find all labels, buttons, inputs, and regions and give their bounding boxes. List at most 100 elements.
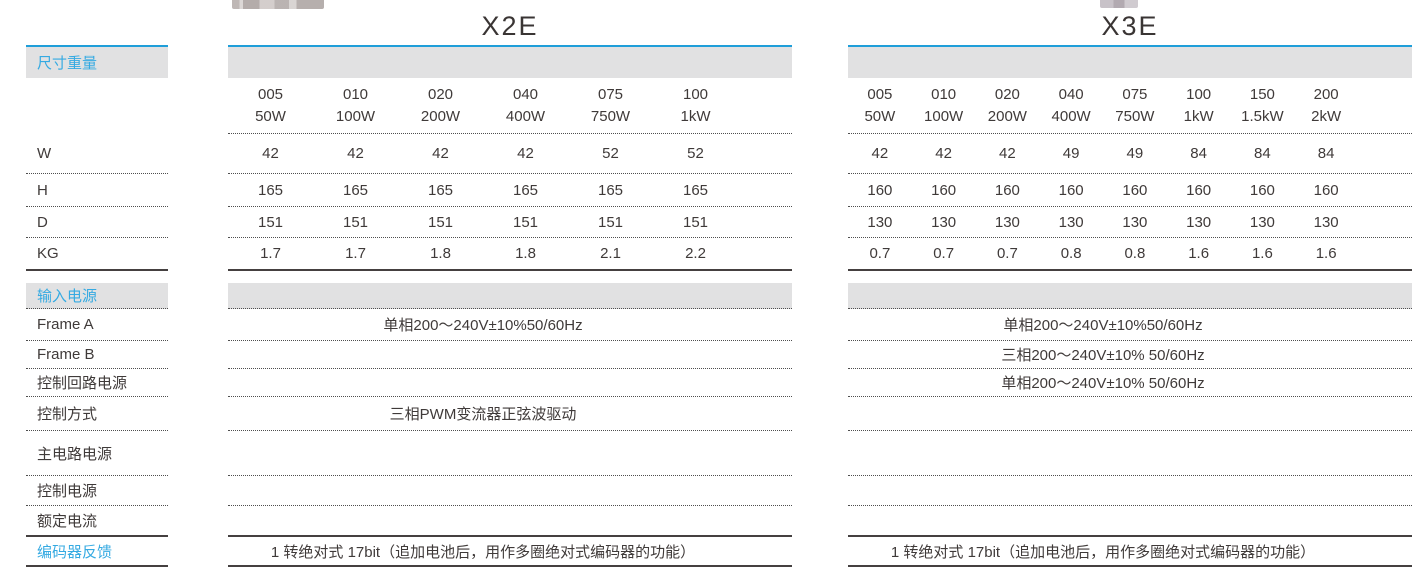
x3e-row-w: 42 42 42 49 49 84 84 84 (848, 134, 1412, 174)
model-code: 010 (931, 85, 957, 103)
value-cell: 165 (512, 181, 539, 199)
label-text: 主电路电源 (37, 445, 113, 463)
value-cell: 130 (994, 213, 1020, 231)
value-cell: 2.1 (600, 245, 621, 262)
model-power: 50W (864, 107, 896, 125)
spec-text: 单相200～240V±10%50/60Hz (1003, 317, 1203, 334)
model-power: 100W (924, 107, 964, 125)
spec-text: 1 转绝对式 17bit（追加电池后，用作多圈绝对式编码器的功能） (890, 543, 1316, 561)
value-cell: 130 (1249, 213, 1275, 231)
model-code: 005 (257, 85, 284, 103)
x2e-input-power-band (228, 283, 792, 309)
column-header: 040 400W (483, 84, 568, 128)
column-header: 010 100W (912, 84, 976, 128)
x3e-rated-current-value (848, 506, 1412, 537)
column-header: 150 1.5kW (1231, 84, 1295, 128)
spacer (26, 78, 168, 134)
model-code: 200 (1313, 85, 1339, 103)
label-text: 控制方式 (37, 406, 98, 423)
value-cell: 151 (342, 213, 369, 231)
x2e-column-headers: 005 50W 010 100W 020 200W 040 400W 075 750W 1… (228, 78, 792, 134)
value-cell: 42 (999, 145, 1016, 162)
row-label-rated-current: 额定电流 (26, 506, 168, 537)
x2e-main-circuit-power-value (228, 431, 792, 476)
value-cell: 84 (1317, 145, 1335, 162)
x3e-column-headers: 005 50W 010 100W 020 200W 040 400W 075 750W 1… (848, 78, 1412, 134)
x2e-row-h: 165 165 165 165 165 165 (228, 174, 792, 207)
model-power: 1kW (1183, 107, 1214, 125)
x2e-encoder-feedback-value: 1 转绝对式 17bit（追加电池后，用作多圈绝对式编码器的功能） (228, 537, 792, 567)
value-cell: 1.7 (260, 245, 281, 262)
value-cell: 151 (257, 213, 284, 231)
value-cell: 151 (682, 213, 709, 231)
value-cell: 165 (597, 181, 624, 199)
value-cell: 49 (1126, 145, 1144, 162)
x2e-row-d: 151 151 151 151 151 151 (228, 207, 792, 238)
value-cell: 165 (342, 181, 369, 199)
value-cell: 42 (432, 145, 449, 162)
spec-text: 三相PWM变流器正弦波驱动 (389, 406, 577, 423)
column-header: 010 100W (313, 84, 398, 128)
value-cell: 165 (682, 181, 709, 199)
value-cell: 160 (1122, 181, 1148, 199)
row-label-kg: KG (26, 238, 168, 271)
spec-text: 1 转绝对式 17bit（追加电池后，用作多圈绝对式编码器的功能） (270, 543, 696, 561)
x2e-frame-a-value: 单相200～240V±10%50/60Hz (228, 309, 792, 341)
x3e-control-power-value (848, 476, 1412, 506)
value-cell: 1.6 (1251, 245, 1273, 262)
row-label-main-circuit-power: 主电路电源 (26, 431, 168, 476)
value-cell: 160 (1058, 181, 1084, 199)
value-cell: 1.6 (1315, 245, 1337, 262)
model-power: 50W (255, 107, 286, 125)
label-text: Frame B (37, 346, 95, 363)
model-power: 200W (987, 107, 1027, 125)
spec-text: 三相200～240V±10% 50/60Hz (1001, 347, 1205, 364)
value-cell: 1.7 (345, 245, 366, 262)
section-gap (848, 271, 1412, 283)
column-header: 005 50W (848, 84, 912, 128)
value-cell: 42 (262, 145, 279, 162)
label-text: KG (37, 245, 59, 262)
model-code: 075 (597, 85, 624, 103)
label-text: 控制电源 (37, 483, 98, 500)
value-cell: 1.6 (1188, 245, 1210, 262)
product-image-x2e (232, 0, 324, 9)
x2e-rated-current-value (228, 506, 792, 537)
x3e-control-circuit-power-value: 单相200～240V±10% 50/60Hz (848, 369, 1412, 397)
value-cell: 160 (931, 181, 957, 199)
x3e-control-method-value (848, 397, 1412, 431)
label-text: 控制回路电源 (37, 375, 128, 392)
value-cell: 0.7 (996, 245, 1018, 262)
model-code: 020 (994, 85, 1020, 103)
x3e-encoder-feedback-value: 1 转绝对式 17bit（追加电池后，用作多圈绝对式编码器的功能） (848, 537, 1412, 567)
x3e-input-power-band (848, 283, 1412, 309)
column-header: 005 50W (228, 84, 313, 128)
row-label-control-method: 控制方式 (26, 397, 168, 431)
x2e-control-power-value (228, 476, 792, 506)
column-header: 100 1kW (1167, 84, 1231, 128)
x2e-control-method-value: 三相PWM变流器正弦波驱动 (228, 397, 792, 431)
value-cell: 151 (427, 213, 454, 231)
value-cell: 0.8 (1060, 245, 1082, 262)
x3e-row-h: 160 160 160 160 160 160 160 160 (848, 174, 1412, 207)
model-power: 400W (505, 107, 546, 125)
value-cell: 165 (427, 181, 454, 199)
row-label-frame-a: Frame A (26, 309, 168, 341)
value-cell: 160 (867, 181, 893, 199)
label-text: H (37, 181, 48, 199)
section-header-dimensions: 尺寸重量 (26, 47, 168, 78)
row-label-control-circuit-power: 控制回路电源 (26, 369, 168, 397)
x2e-dimensions-band (228, 47, 792, 78)
column-header: 020 200W (976, 84, 1040, 128)
model-power: 2kW (1311, 107, 1342, 125)
value-cell: 165 (257, 181, 284, 199)
value-cell: 160 (1186, 181, 1212, 199)
divider-blue (228, 45, 792, 47)
row-label-frame-b: Frame B (26, 341, 168, 369)
value-cell: 1.8 (515, 245, 536, 262)
value-cell: 130 (867, 213, 893, 231)
x3e-frame-b-value: 三相200～240V±10% 50/60Hz (848, 341, 1412, 369)
model-code: 150 (1249, 85, 1275, 103)
model-power: 200W (420, 107, 461, 125)
